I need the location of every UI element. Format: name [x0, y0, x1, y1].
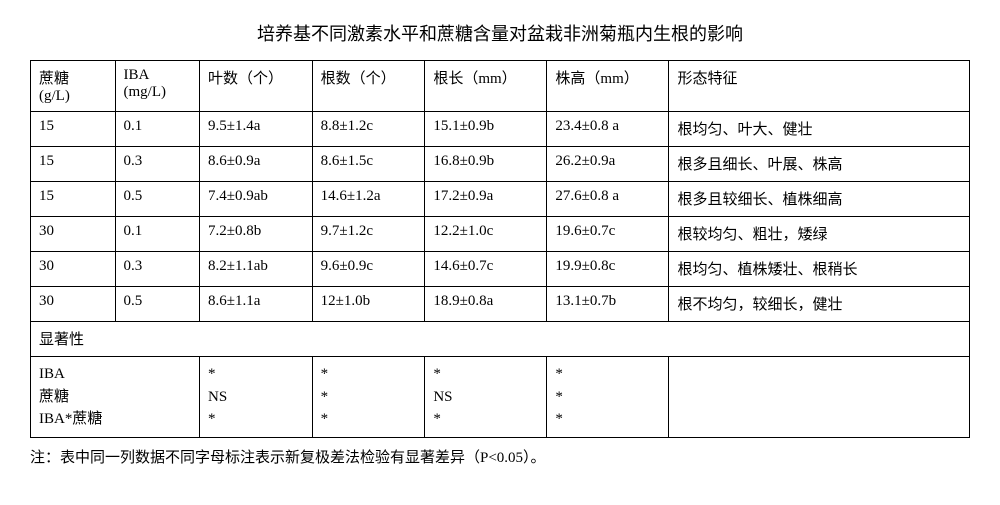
cell: 18.9±0.8a	[425, 287, 547, 322]
cell: 0.3	[115, 252, 200, 287]
data-table: 蔗糖(g/L) IBA(mg/L) 叶数（个） 根数（个） 根长（mm） 株高（…	[30, 60, 970, 438]
cell: 9.6±0.9c	[312, 252, 425, 287]
sig-cell: ***	[312, 357, 425, 438]
header-iba: IBA(mg/L)	[115, 61, 200, 112]
cell: 9.7±1.2c	[312, 217, 425, 252]
sig-factors: IBA蔗糖IBA*蔗糖	[31, 357, 200, 438]
cell: 12±1.0b	[312, 287, 425, 322]
header-morph: 形态特征	[669, 61, 970, 112]
cell: 根均匀、叶大、健壮	[669, 112, 970, 147]
cell: 19.9±0.8c	[547, 252, 669, 287]
header-root-length: 根长（mm）	[425, 61, 547, 112]
cell: 根均匀、植株矮壮、根稍长	[669, 252, 970, 287]
cell: 8.8±1.2c	[312, 112, 425, 147]
table-row: 150.19.5±1.4a8.8±1.2c15.1±0.9b23.4±0.8 a…	[31, 112, 970, 147]
cell: 23.4±0.8 a	[547, 112, 669, 147]
cell: 7.4±0.9ab	[200, 182, 313, 217]
table-row: 300.58.6±1.1a12±1.0b18.9±0.8a13.1±0.7b根不…	[31, 287, 970, 322]
cell: 8.6±1.5c	[312, 147, 425, 182]
significance-row: IBA蔗糖IBA*蔗糖*NS*****NS****	[31, 357, 970, 438]
cell: 根多且较细长、植株细高	[669, 182, 970, 217]
header-height: 株高（mm）	[547, 61, 669, 112]
cell: 16.8±0.9b	[425, 147, 547, 182]
cell: 8.6±1.1a	[200, 287, 313, 322]
cell: 0.3	[115, 147, 200, 182]
sig-cell: *NS*	[425, 357, 547, 438]
cell: 0.1	[115, 112, 200, 147]
footnote: 注：表中同一列数据不同字母标注表示新复极差法检验有显著差异（P<0.05）。	[30, 446, 970, 467]
header-row: 蔗糖(g/L) IBA(mg/L) 叶数（个） 根数（个） 根长（mm） 株高（…	[31, 61, 970, 112]
cell: 14.6±1.2a	[312, 182, 425, 217]
cell: 8.6±0.9a	[200, 147, 313, 182]
cell: 15	[31, 147, 116, 182]
table-title: 培养基不同激素水平和蔗糖含量对盆栽非洲菊瓶内生根的影响	[30, 20, 970, 46]
cell: 7.2±0.8b	[200, 217, 313, 252]
cell: 12.2±1.0c	[425, 217, 547, 252]
cell: 根多且细长、叶展、株高	[669, 147, 970, 182]
cell: 30	[31, 287, 116, 322]
cell: 15	[31, 182, 116, 217]
table-row: 300.38.2±1.1ab9.6±0.9c14.6±0.7c19.9±0.8c…	[31, 252, 970, 287]
cell: 8.2±1.1ab	[200, 252, 313, 287]
cell: 26.2±0.9a	[547, 147, 669, 182]
header-leaf: 叶数（个）	[200, 61, 313, 112]
cell: 根较均匀、粗壮，矮绿	[669, 217, 970, 252]
cell: 15	[31, 112, 116, 147]
cell: 0.1	[115, 217, 200, 252]
cell: 14.6±0.7c	[425, 252, 547, 287]
table-row: 150.38.6±0.9a8.6±1.5c16.8±0.9b26.2±0.9a根…	[31, 147, 970, 182]
table-row: 300.17.2±0.8b9.7±1.2c12.2±1.0c19.6±0.7c根…	[31, 217, 970, 252]
cell: 0.5	[115, 182, 200, 217]
cell: 15.1±0.9b	[425, 112, 547, 147]
cell: 9.5±1.4a	[200, 112, 313, 147]
cell: 30	[31, 217, 116, 252]
sig-cell: ***	[547, 357, 669, 438]
significance-label-row: 显著性	[31, 322, 970, 357]
sig-cell: *NS*	[200, 357, 313, 438]
cell: 根不均匀，较细长，健壮	[669, 287, 970, 322]
cell: 13.1±0.7b	[547, 287, 669, 322]
significance-label: 显著性	[31, 322, 970, 357]
header-sucrose: 蔗糖(g/L)	[31, 61, 116, 112]
header-root-count: 根数（个）	[312, 61, 425, 112]
cell: 0.5	[115, 287, 200, 322]
cell: 27.6±0.8 a	[547, 182, 669, 217]
cell: 19.6±0.7c	[547, 217, 669, 252]
sig-empty	[669, 357, 970, 438]
cell: 30	[31, 252, 116, 287]
table-row: 150.57.4±0.9ab14.6±1.2a17.2±0.9a27.6±0.8…	[31, 182, 970, 217]
cell: 17.2±0.9a	[425, 182, 547, 217]
